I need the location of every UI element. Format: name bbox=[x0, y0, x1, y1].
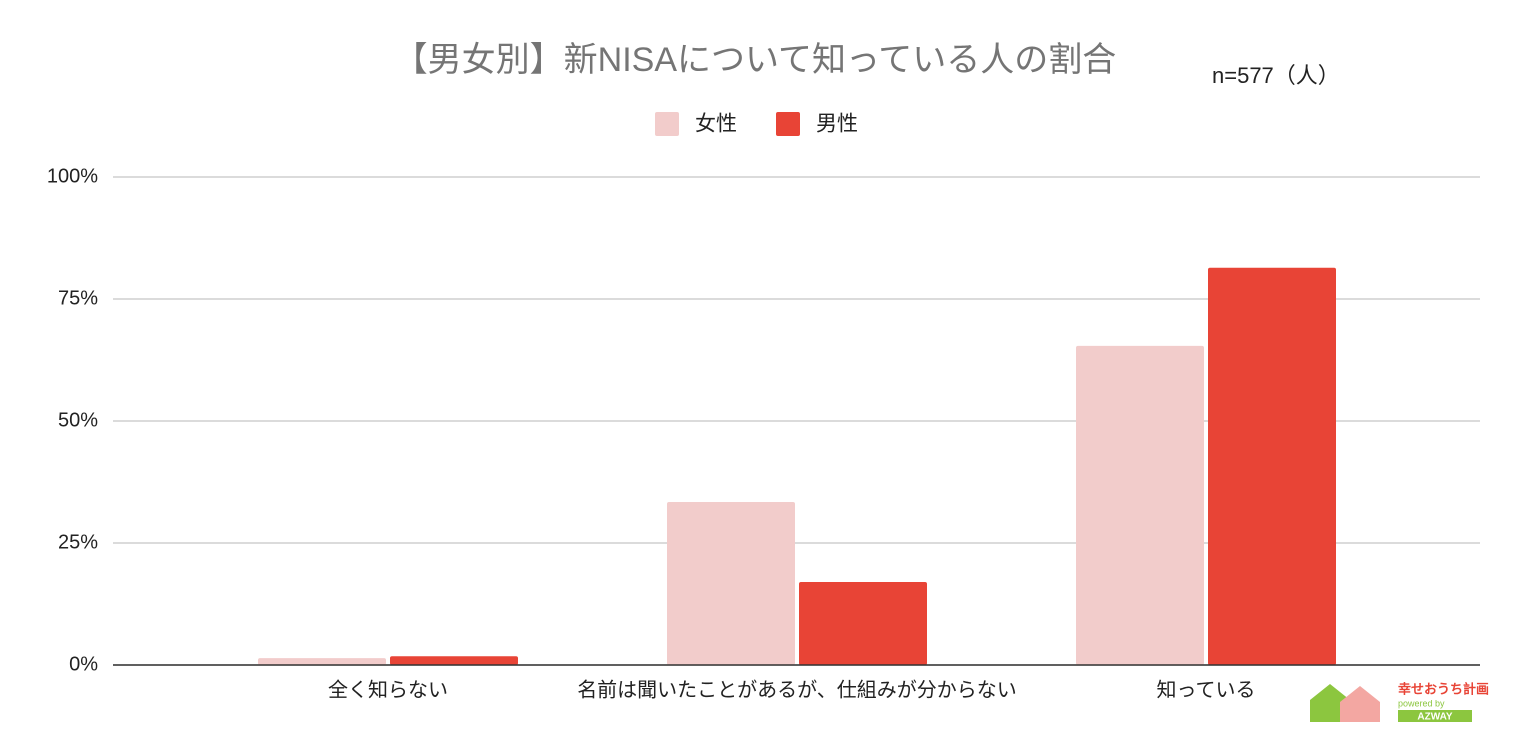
y-tick-label: 100% bbox=[47, 165, 98, 187]
bar bbox=[1076, 345, 1204, 665]
legend-label: 女性 bbox=[695, 113, 737, 136]
x-tick-label: 知っている bbox=[1157, 678, 1256, 701]
chart-title: 【男女別】新NISAについて知っている人の割合 bbox=[394, 41, 1117, 79]
logo-text: 幸せおうち計画 bbox=[1398, 681, 1489, 696]
y-tick-label: 50% bbox=[58, 409, 98, 431]
logo-band bbox=[1398, 710, 1472, 722]
legend-label: 男性 bbox=[816, 113, 858, 136]
logo-subtext: powered by bbox=[1398, 698, 1445, 708]
legend-swatch bbox=[655, 112, 679, 136]
logo: 幸せおうち計画 powered by AZWAY bbox=[1310, 681, 1489, 723]
y-tick-label: 75% bbox=[58, 287, 98, 309]
bar bbox=[799, 582, 927, 665]
bar bbox=[1208, 267, 1336, 665]
bar bbox=[667, 502, 795, 665]
y-tick-label: 0% bbox=[69, 653, 98, 675]
bar bbox=[258, 658, 386, 665]
legend-swatch bbox=[776, 112, 800, 136]
logo-brand: AZWAY bbox=[1417, 712, 1453, 723]
y-tick-label: 25% bbox=[58, 531, 98, 553]
annotation: n=577（人） bbox=[1212, 63, 1340, 88]
bar bbox=[390, 656, 518, 665]
x-tick-label: 名前は聞いたことがあるが、仕組みが分からない bbox=[577, 678, 1017, 701]
x-tick-label: 全く知らない bbox=[328, 678, 448, 701]
logo-house bbox=[1340, 686, 1380, 722]
